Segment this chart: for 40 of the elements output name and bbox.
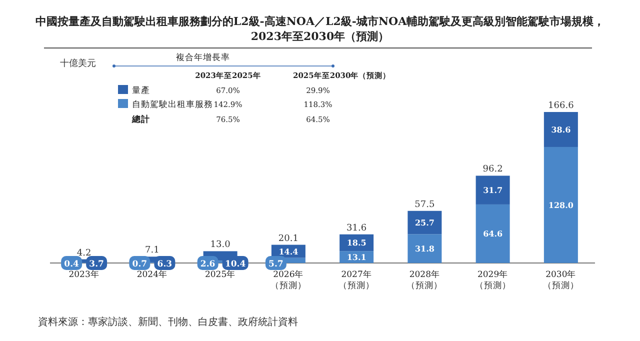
data-label: 64.6 [483, 228, 503, 239]
chart-subtitle: 2023年至2030年（預測） [250, 30, 390, 43]
x-tick-label: 2025年 [204, 269, 236, 280]
data-label: 6.3 [157, 260, 172, 270]
data-label: 0.4 [64, 260, 80, 270]
x-tick-label: 2028年（預測） [406, 269, 443, 291]
data-label: 5.7 [268, 260, 284, 270]
x-tick-label: 2029年（預測） [474, 269, 511, 291]
data-label: 2.6 [200, 260, 216, 270]
legend-label: 量產 [132, 85, 150, 96]
total-label: 7.1 [145, 246, 160, 256]
x-tick-label: 2030年（預測） [542, 269, 579, 291]
chart-title: 中國按量產及自動駕駛出租車服務劃分的L2級-高速NOA／L2級-城市NOA輔助駕駛及更高級別智能駕駛市場規模， [35, 15, 605, 28]
total-label: 57.5 [414, 200, 435, 210]
legend-label: 自動駕駛出租車服務 [132, 99, 213, 110]
y-axis-title: 十億美元 [60, 58, 96, 69]
total-label: 166.6 [548, 101, 574, 111]
data-label: 25.7 [414, 218, 434, 228]
data-label: 0.7 [132, 260, 148, 270]
x-tick-label: 2027年（預測） [338, 269, 375, 291]
data-label: 13.1 [346, 252, 366, 262]
total-label: 4.2 [76, 248, 92, 258]
total-label: 96.2 [482, 164, 503, 175]
total-label: 31.6 [346, 223, 367, 234]
data-label: 31.7 [483, 185, 503, 196]
x-tick-label: 2026年（預測） [270, 269, 306, 291]
x-tick-label: 2024年 [136, 269, 168, 280]
source-note: 資料來源：專家訪談、新聞、刊物、白皮書、政府統計資料 [38, 316, 298, 328]
x-tick-label: 2023年 [68, 269, 100, 280]
data-label: 18.5 [346, 238, 366, 248]
data-label: 38.6 [551, 124, 572, 134]
annotation: 總計 [131, 114, 150, 125]
data-label: 31.8 [414, 244, 435, 254]
data-label: 3.7 [89, 260, 104, 270]
text: 複合年增長率 [176, 52, 230, 63]
data-label: 14.4 [278, 246, 299, 256]
data-label: 10.4 [224, 260, 246, 270]
total-label: 13.0 [210, 240, 231, 250]
total-label: 20.1 [278, 234, 298, 244]
data-label: 128.0 [548, 200, 574, 210]
